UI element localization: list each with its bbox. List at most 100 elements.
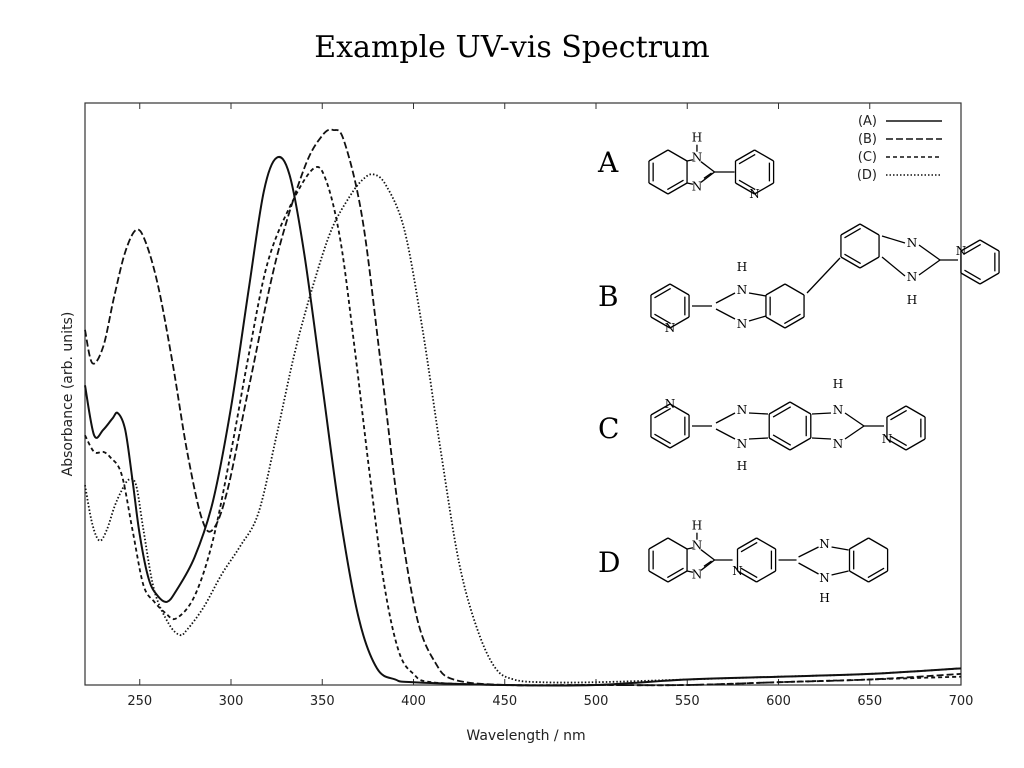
ring-bond	[648, 182, 669, 195]
x-tick-label: 550	[675, 694, 700, 709]
ring-bond	[868, 570, 888, 583]
bond	[811, 437, 832, 440]
molecule-label-c: C	[598, 412, 619, 445]
x-tick-label: 700	[949, 694, 974, 709]
bond	[715, 412, 736, 424]
ring-bond	[849, 570, 869, 583]
ring-bond	[650, 436, 671, 449]
x-ticks: 250 300 350 400 450 500 550 600 650 700	[127, 103, 973, 709]
bond	[811, 412, 832, 415]
ring-bond	[886, 405, 907, 418]
ring-double-bond	[844, 227, 861, 239]
ring-bond	[849, 537, 869, 550]
ring-bond	[650, 316, 671, 329]
ring-double-bond	[890, 409, 907, 421]
ring-bond	[650, 403, 671, 416]
bond	[918, 259, 941, 276]
ring-double-bond	[867, 567, 885, 579]
ring-bond	[979, 239, 1000, 252]
ring-bond	[789, 401, 812, 415]
nitrogen-atom: N	[907, 236, 918, 250]
bond	[715, 308, 736, 320]
ring-bond	[765, 316, 786, 329]
ring-bond	[735, 149, 755, 162]
ring-double-bond	[654, 407, 671, 419]
ring-bond	[905, 405, 926, 418]
ring-bond	[784, 316, 805, 329]
ring-double-bond	[703, 172, 712, 179]
ring-bond	[886, 438, 907, 451]
ring-bond	[735, 182, 755, 195]
ring-bond	[667, 149, 688, 162]
ring-double-bond	[654, 287, 671, 299]
hydrogen-atom: H	[737, 459, 747, 473]
ring-double-bond	[654, 313, 671, 325]
ring-double-bond	[703, 560, 712, 567]
ring-double-bond	[654, 433, 671, 445]
hydrogen-atom: H	[737, 260, 747, 274]
x-tick-label: 650	[857, 694, 882, 709]
ring-bond	[754, 182, 774, 195]
x-tick-label: 300	[219, 694, 244, 709]
molecule-label-d: D	[598, 546, 620, 579]
ring-bond	[840, 223, 861, 236]
x-tick-label: 250	[127, 694, 152, 709]
series-line-c	[84, 166, 962, 687]
ring-bond	[648, 570, 669, 583]
series-line-d	[84, 173, 962, 684]
hydrogen-atom: H	[833, 377, 843, 391]
nitrogen-atom: N	[737, 437, 748, 451]
ring-double-bond	[740, 541, 758, 553]
nitrogen-atom: N	[692, 539, 703, 553]
bond	[748, 412, 769, 415]
ring-bond	[650, 283, 671, 296]
ring-bond	[840, 256, 861, 269]
x-axis-label: Wavelength / nm	[466, 728, 585, 744]
ring-double-bond	[740, 567, 758, 579]
ring-bond	[669, 436, 690, 449]
ring-bond	[868, 537, 888, 550]
ring-bond	[669, 316, 690, 329]
nitrogen-atom: N	[737, 317, 748, 331]
ring-double-bond	[667, 179, 684, 191]
ring-bond	[648, 149, 669, 162]
pyridine-nitrogen: N	[749, 187, 760, 201]
ring-bond	[784, 283, 805, 296]
bond	[686, 547, 694, 550]
bond	[700, 161, 715, 173]
ring-bond	[960, 272, 981, 285]
pyridine-nitrogen: N	[732, 564, 743, 578]
hydrogen-atom: H	[692, 519, 702, 533]
ring-bond	[756, 537, 776, 550]
bond	[798, 562, 819, 575]
ring-double-bond	[738, 179, 756, 191]
x-tick-label: 350	[310, 694, 335, 709]
legend: (A) (B) (C) (D)	[857, 114, 942, 183]
nitrogen-atom: N	[737, 283, 748, 297]
hydrogen-atom: H	[692, 131, 702, 145]
hydrogen-atom: H	[907, 293, 917, 307]
hydrogen-atom: H	[819, 591, 829, 605]
nitrogen-atom: N	[833, 403, 844, 417]
bond	[700, 171, 715, 183]
ring-bond	[648, 537, 669, 550]
x-tick-label: 600	[766, 694, 791, 709]
ring-double-bond	[667, 567, 684, 579]
ring-bond	[768, 401, 791, 415]
ring-double-bond	[784, 313, 801, 325]
ring-double-bond	[964, 269, 981, 281]
ring-bond	[667, 537, 688, 550]
bond	[831, 570, 849, 576]
series-line-a	[84, 156, 962, 687]
ring-bond	[765, 283, 786, 296]
ring-bond	[754, 149, 774, 162]
nitrogen-atom: N	[692, 151, 703, 165]
ring-bond	[789, 437, 812, 451]
ring-bond	[859, 223, 880, 236]
nitrogen-atom: N	[819, 537, 830, 551]
bond	[686, 570, 694, 573]
ring-bond	[859, 256, 880, 269]
nitrogen-atom: N	[819, 571, 830, 585]
